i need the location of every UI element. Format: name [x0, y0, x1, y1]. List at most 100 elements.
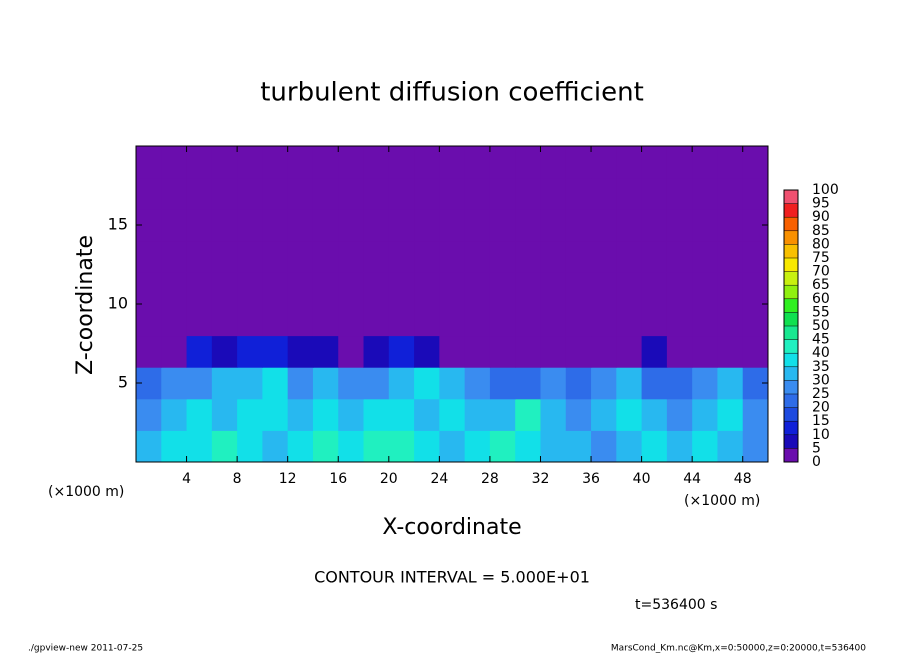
heat-cell	[237, 240, 263, 273]
heat-cell	[262, 398, 289, 431]
colorbar-swatch	[784, 434, 798, 449]
heat-cell	[489, 304, 516, 337]
heat-cell	[515, 430, 541, 463]
heat-cell	[515, 367, 541, 400]
heat-cell	[136, 304, 162, 337]
heat-cell	[464, 209, 491, 242]
heat-cell	[565, 240, 592, 273]
x-tick-label: 32	[532, 471, 550, 487]
heat-cell	[136, 398, 162, 431]
heat-cell	[439, 304, 466, 337]
heat-cell	[565, 304, 592, 337]
heat-cell	[136, 240, 162, 273]
heat-cell	[540, 240, 567, 273]
heat-cell	[388, 430, 415, 463]
heat-cell	[186, 367, 213, 400]
heat-cell	[641, 398, 668, 431]
heat-cell	[540, 177, 567, 210]
heat-cell	[211, 335, 238, 368]
heat-cell	[363, 398, 390, 431]
heat-cell	[388, 272, 415, 305]
heat-cell	[540, 272, 567, 305]
heat-cell	[363, 209, 390, 242]
heat-cell	[414, 430, 440, 463]
heat-cell	[616, 209, 643, 242]
heat-cell	[540, 146, 567, 179]
heat-cell	[338, 272, 365, 305]
heat-cell	[515, 209, 541, 242]
colorbar-label: 30	[812, 372, 830, 388]
heat-cell	[666, 272, 693, 305]
heat-cell	[489, 430, 516, 463]
colorbar-swatch	[784, 271, 798, 286]
colorbar-swatch	[784, 394, 798, 408]
heat-cell	[717, 304, 744, 337]
heat-cell	[717, 367, 744, 400]
heat-cell	[666, 209, 693, 242]
heat-cell	[338, 240, 365, 273]
heat-cell	[591, 209, 617, 242]
heat-cell	[742, 398, 769, 431]
heat-cell	[666, 398, 693, 431]
annotation: CONTOUR INTERVAL = 5.000E+01	[314, 568, 590, 587]
heat-cell	[237, 398, 263, 431]
heat-cell	[489, 335, 516, 368]
heat-cell	[591, 240, 617, 273]
heat-cell	[161, 240, 188, 273]
x-tick-label: 20	[380, 471, 398, 487]
colorbar-swatch	[784, 285, 798, 299]
heat-cell	[287, 430, 314, 463]
colorbar-label: 100	[812, 182, 839, 198]
colorbar-swatch	[784, 448, 798, 462]
heat-cell	[262, 367, 289, 400]
heat-cell	[515, 146, 541, 179]
heat-cell	[287, 209, 314, 242]
heat-cell	[211, 209, 238, 242]
heat-cell	[211, 240, 238, 273]
heat-cell	[565, 146, 592, 179]
heat-cell	[565, 177, 592, 210]
heat-cell	[262, 177, 289, 210]
heat-cell	[186, 177, 213, 210]
x-tick-label: 8	[233, 471, 242, 487]
heat-cell	[136, 146, 162, 179]
heat-cell	[439, 367, 466, 400]
heat-cell	[186, 398, 213, 431]
heat-cell	[237, 430, 263, 463]
y-tick-label: 10	[108, 294, 128, 313]
heat-cell	[363, 335, 390, 368]
colorbar-label: 25	[812, 386, 830, 402]
heat-cell	[439, 209, 466, 242]
heat-cell	[565, 430, 592, 463]
colorbar-label: 90	[812, 209, 830, 225]
heat-cell	[287, 335, 314, 368]
colorbar-swatch	[784, 339, 798, 354]
heat-cell	[161, 177, 188, 210]
y-tick-label: 5	[118, 373, 128, 392]
y-axis-label: Z-coordinate	[73, 235, 98, 375]
heat-cell	[237, 304, 263, 337]
heat-cell	[136, 177, 162, 210]
heat-cell	[540, 335, 567, 368]
heat-cell	[641, 304, 668, 337]
heat-cell	[464, 398, 491, 431]
heat-cell	[464, 272, 491, 305]
colorbar-swatch	[784, 258, 798, 272]
colorbar-label: 80	[812, 236, 830, 252]
heat-cell	[414, 240, 440, 273]
heat-cell	[616, 272, 643, 305]
colorbar-label: 20	[812, 400, 830, 416]
heat-cell	[414, 177, 440, 210]
heat-cell	[262, 335, 289, 368]
heat-cell	[666, 146, 693, 179]
heat-cell	[616, 240, 643, 273]
heat-cell	[363, 272, 390, 305]
colorbar-label: 55	[812, 304, 830, 320]
heat-cell	[186, 304, 213, 337]
footer: ./gpview-new 2011-07-25	[28, 644, 143, 654]
heat-cell	[692, 304, 718, 337]
heat-cell	[439, 272, 466, 305]
heat-cell	[692, 209, 718, 242]
heat-cell	[161, 304, 188, 337]
